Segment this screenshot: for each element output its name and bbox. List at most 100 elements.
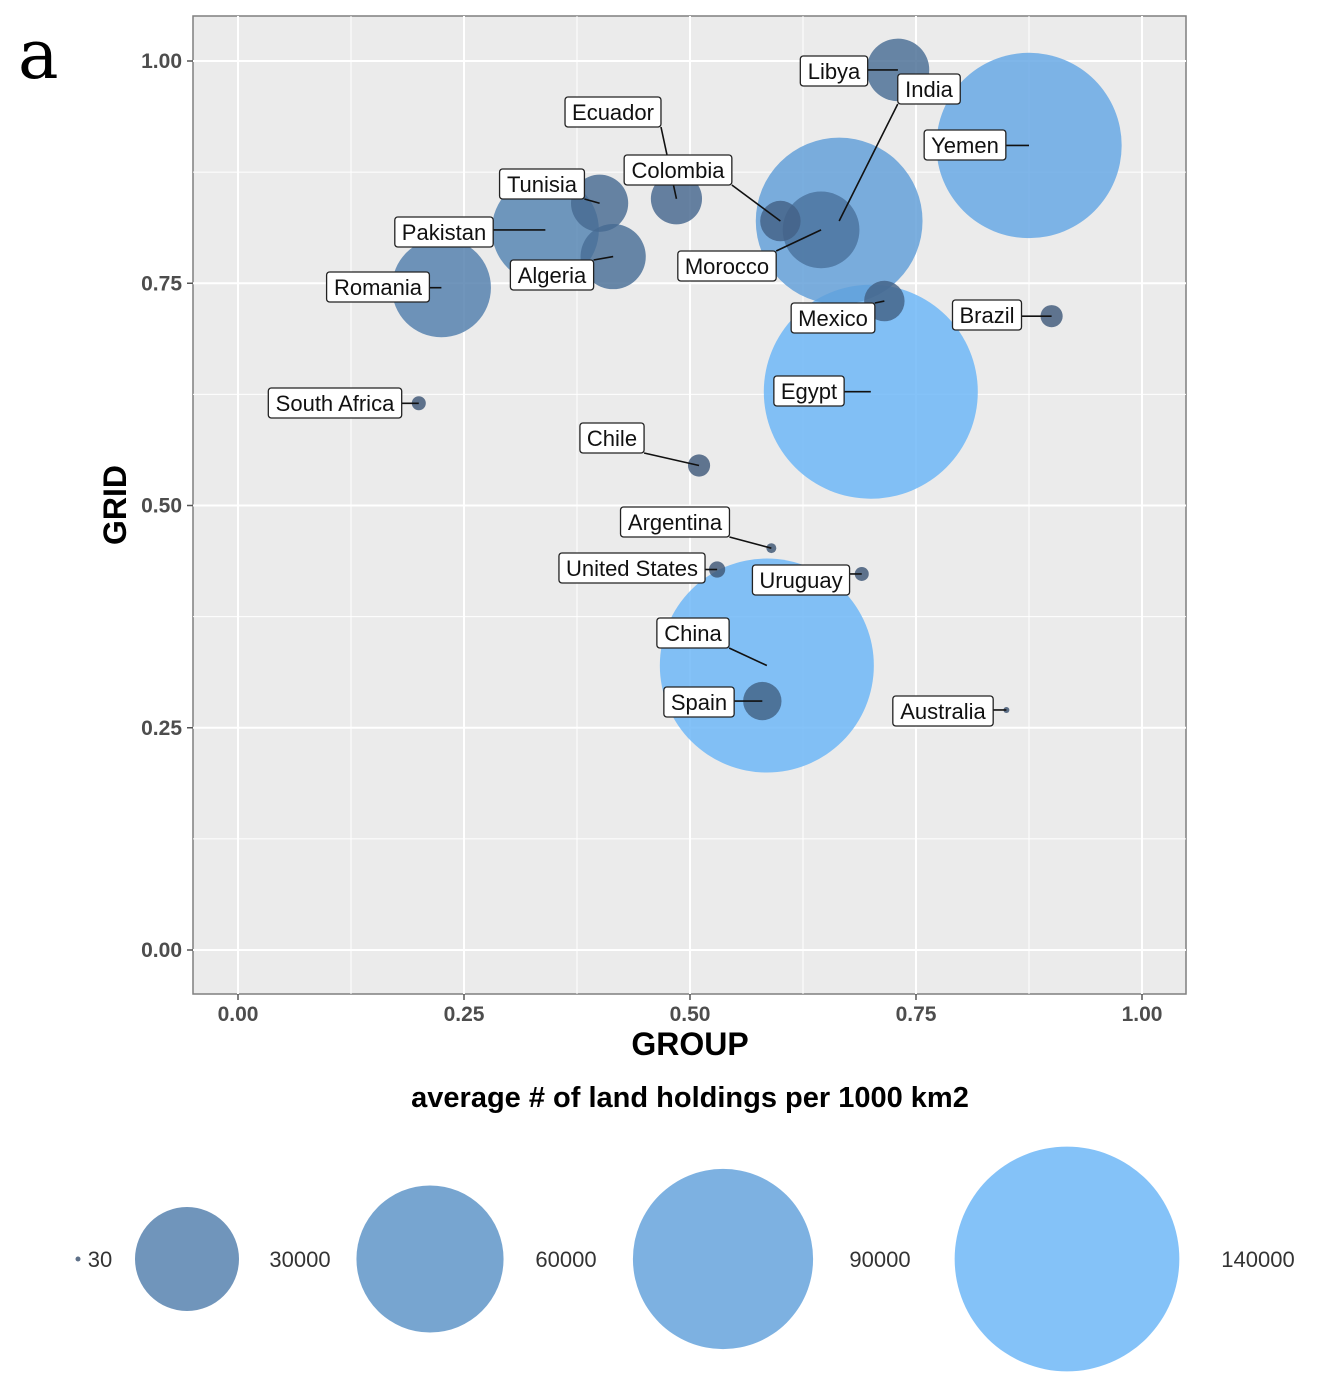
x-tick-label: 0.50	[670, 1003, 711, 1026]
point-label-box	[267, 387, 403, 419]
axes: 0.00 0.25 0.50 0.75 1.00 0.00 0.25 0.50 0.75 1.00	[141, 50, 1162, 1026]
x-tick-label: 0.25	[444, 1003, 485, 1026]
y-tick-label: 0.00	[141, 939, 182, 962]
y-axis-title: GRID	[97, 465, 133, 545]
point-label-box	[564, 96, 662, 128]
point-label-box	[663, 686, 735, 718]
point-label-text: Romania	[334, 275, 423, 300]
y-tick-label: 0.50	[141, 495, 182, 518]
point-label-ecuador: Ecuador	[564, 96, 662, 128]
point-label-box	[790, 302, 876, 334]
point-label-box	[892, 695, 994, 727]
point-label-tunisia: Tunisia	[498, 168, 586, 200]
bubble-morocco	[782, 191, 860, 269]
point-label-box	[799, 55, 869, 87]
point-label-box	[656, 617, 730, 649]
point-label-yemen: Yemen	[923, 129, 1007, 161]
point-label-text: United States	[566, 556, 698, 581]
point-label-text: Mexico	[798, 306, 868, 331]
leader-line-algeria	[593, 255, 614, 261]
legend-bubble	[356, 1185, 504, 1333]
point-label-box	[509, 259, 595, 291]
x-tick-label: 0.00	[218, 1003, 259, 1026]
point-label-text: Colombia	[632, 158, 726, 183]
label-leaders	[401, 69, 1052, 711]
point-label-box	[773, 375, 845, 407]
point-label-text: India	[905, 77, 953, 102]
bubble-algeria	[580, 223, 646, 290]
point-label-mexico: Mexico	[790, 302, 876, 334]
leader-line-chile	[643, 452, 700, 467]
point-label-box	[394, 216, 494, 248]
point-label-china: China	[656, 617, 730, 649]
point-label-box	[498, 168, 586, 200]
y-tick-label: 1.00	[141, 50, 182, 73]
legend-label: 140000	[1221, 1247, 1294, 1272]
leader-line-india	[838, 103, 899, 222]
point-label-spain: Spain	[663, 686, 735, 718]
point-label-text: Tunisia	[507, 172, 578, 197]
leader-line-mexico	[874, 300, 885, 304]
leader-line-china	[728, 647, 768, 667]
point-label-united-states: United States	[558, 552, 706, 584]
legend-label: 60000	[535, 1247, 596, 1272]
point-label-text: Egypt	[781, 379, 837, 404]
legend-entry-30000: 30000	[134, 1206, 331, 1312]
point-label-argentina: Argentina	[619, 506, 731, 538]
point-label-colombia: Colombia	[623, 154, 733, 186]
point-label-brazil: Brazil	[951, 299, 1023, 331]
legend-bubble	[632, 1168, 814, 1350]
legend-entry-90000: 90000	[632, 1168, 911, 1350]
point-label-chile: Chile	[579, 422, 645, 454]
legend-label: 30000	[269, 1247, 330, 1272]
bubbles	[391, 38, 1122, 773]
point-label-libya: Libya	[799, 55, 869, 87]
point-label-box	[558, 552, 706, 584]
legend-bubble	[954, 1146, 1180, 1372]
point-label-box	[579, 422, 645, 454]
point-label-text: Argentina	[628, 510, 723, 535]
point-label-text: Brazil	[959, 303, 1014, 328]
x-axis-title: GROUP	[631, 1026, 748, 1062]
point-label-pakistan: Pakistan	[394, 216, 494, 248]
point-label-text: Morocco	[685, 254, 769, 279]
point-label-india: India	[897, 73, 961, 105]
y-tick-label: 0.75	[141, 272, 182, 295]
legend-title: average # of land holdings per 1000 km2	[411, 1082, 969, 1114]
leader-line-morocco	[775, 229, 822, 252]
legend-label: 30	[88, 1247, 112, 1272]
legend-entry-60000: 60000	[356, 1185, 597, 1333]
point-label-egypt: Egypt	[773, 375, 845, 407]
point-label-box	[897, 73, 961, 105]
point-label-text: Yemen	[931, 133, 999, 158]
point-label-australia: Australia	[892, 695, 994, 727]
point-label-box	[951, 299, 1023, 331]
legend-entry-140000: 140000	[954, 1146, 1295, 1372]
size-legend: 30 30000 60000 90000 140000	[75, 1146, 1295, 1372]
legend-bubble	[75, 1256, 81, 1262]
point-label-box	[325, 271, 431, 303]
legend-bubble	[134, 1206, 240, 1312]
point-label-text: China	[664, 621, 722, 646]
leader-line-argentina	[729, 536, 772, 549]
point-label-text: Algeria	[518, 263, 587, 288]
leader-line-tunisia	[584, 198, 600, 205]
point-label-text: Australia	[900, 699, 986, 724]
point-label-algeria: Algeria	[509, 259, 595, 291]
point-label-text: Ecuador	[572, 100, 654, 125]
point-label-box	[623, 154, 733, 186]
point-label-text: Libya	[808, 59, 861, 84]
point-label-box	[751, 564, 851, 596]
point-label-text: Spain	[671, 690, 727, 715]
point-label-south-africa: South Africa	[267, 387, 403, 419]
point-label-text: South Africa	[276, 391, 395, 416]
point-label-text: Uruguay	[759, 568, 842, 593]
leader-line-colombia	[731, 184, 781, 222]
x-tick-label: 0.75	[896, 1003, 937, 1026]
point-label-romania: Romania	[325, 271, 431, 303]
panel-label: a	[18, 16, 59, 95]
y-tick-label: 0.25	[141, 717, 182, 740]
point-label-uruguay: Uruguay	[751, 564, 851, 596]
point-label-box	[677, 250, 777, 282]
